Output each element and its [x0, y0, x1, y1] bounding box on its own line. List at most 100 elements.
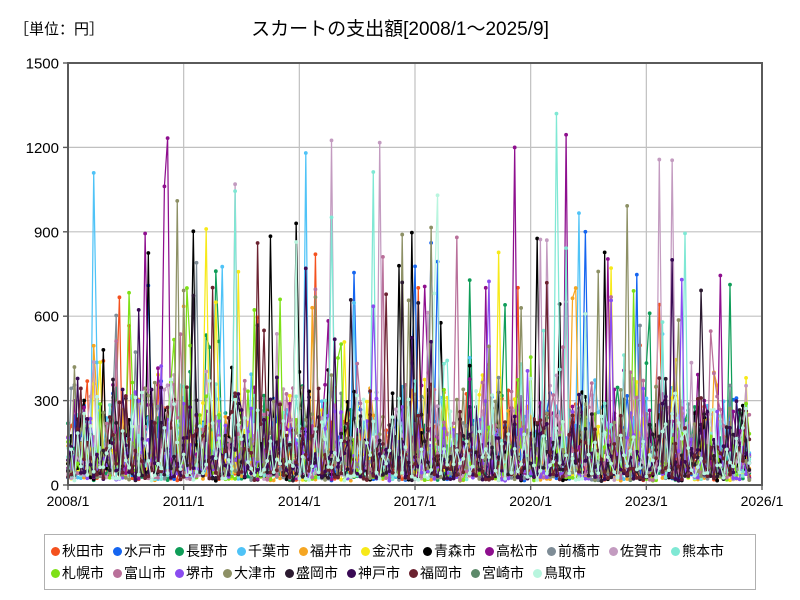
data-point — [204, 227, 209, 231]
data-point — [731, 470, 736, 475]
data-point — [747, 412, 752, 417]
legend-item[interactable]: 前橋市 — [547, 544, 600, 558]
data-point — [313, 287, 318, 292]
data-point — [358, 401, 363, 406]
legend-item[interactable]: 秋田市 — [51, 544, 104, 558]
data-point — [448, 409, 453, 414]
data-point — [162, 476, 167, 481]
data-point — [599, 478, 604, 483]
legend-item[interactable]: 長野市 — [175, 544, 228, 558]
data-point — [721, 444, 726, 449]
data-point — [107, 444, 112, 448]
data-point — [381, 254, 385, 259]
data-point — [724, 425, 729, 430]
legend-item[interactable]: 神戸市 — [347, 566, 400, 580]
legend-marker-icon — [347, 568, 356, 578]
x-tick-label: 2008/1 — [47, 493, 90, 509]
legend-item[interactable]: 高松市 — [485, 544, 538, 558]
data-point — [589, 471, 594, 476]
data-point — [467, 405, 472, 409]
legend-item[interactable]: 千葉市 — [237, 544, 290, 558]
data-point — [127, 470, 131, 474]
data-point — [339, 410, 344, 414]
data-point — [323, 477, 327, 482]
data-point — [194, 260, 199, 265]
data-point — [609, 461, 613, 466]
data-point — [625, 477, 630, 481]
legend-marker-icon — [223, 568, 232, 578]
legend-label: 佐賀市 — [620, 543, 662, 559]
legend-item[interactable]: 堺市 — [175, 566, 214, 580]
data-point — [255, 241, 260, 245]
data-point — [352, 416, 356, 421]
legend-item[interactable]: 金沢市 — [361, 544, 414, 558]
data-point — [454, 235, 459, 240]
data-point — [165, 471, 170, 476]
data-point — [442, 387, 446, 392]
legend-marker-icon — [671, 546, 680, 556]
legend-item[interactable]: 佐賀市 — [609, 544, 662, 558]
legend-item[interactable]: 宮崎市 — [471, 566, 524, 580]
data-point — [670, 258, 675, 262]
data-point — [278, 297, 282, 302]
data-point — [477, 392, 482, 397]
data-point — [535, 478, 540, 482]
data-point — [541, 475, 546, 480]
data-point — [188, 343, 193, 348]
data-point — [554, 373, 559, 378]
data-point — [271, 470, 276, 475]
data-point — [503, 476, 507, 481]
legend-item[interactable]: 盛岡市 — [285, 566, 338, 580]
data-point — [583, 229, 588, 234]
data-point — [451, 476, 456, 481]
data-point — [718, 463, 723, 468]
data-point — [705, 470, 710, 475]
legend-item[interactable]: 鳥取市 — [533, 566, 586, 580]
data-point — [422, 478, 427, 482]
data-point — [101, 475, 106, 480]
data-point — [123, 394, 128, 398]
data-point — [197, 424, 202, 429]
legend-item[interactable]: 青森市 — [423, 544, 476, 558]
data-point — [528, 355, 533, 360]
data-point — [104, 451, 109, 456]
data-point — [519, 306, 524, 310]
data-point — [236, 269, 241, 274]
data-point — [676, 318, 681, 322]
legend-item[interactable]: 大津市 — [223, 566, 276, 580]
data-point — [152, 380, 157, 385]
data-point — [136, 476, 141, 481]
data-point — [307, 477, 311, 482]
data-point — [737, 408, 742, 412]
data-point — [82, 398, 86, 403]
y-tick-label: 600 — [34, 309, 59, 326]
data-point — [207, 378, 212, 383]
legend-item[interactable]: 福井市 — [299, 544, 352, 558]
legend-item[interactable]: 札幌市 — [51, 566, 104, 580]
data-point — [695, 397, 700, 401]
data-point — [448, 467, 453, 472]
legend-item[interactable]: 富山市 — [113, 566, 166, 580]
data-point — [426, 476, 430, 481]
legend-item[interactable]: 熊本市 — [671, 544, 724, 558]
data-point — [188, 470, 193, 475]
data-point — [638, 323, 642, 328]
data-point — [384, 292, 389, 297]
data-point — [435, 474, 440, 479]
data-point — [204, 462, 209, 467]
data-point — [361, 397, 366, 402]
legend-item[interactable]: 福岡市 — [409, 566, 462, 580]
data-point — [339, 342, 344, 347]
data-point — [583, 458, 588, 463]
data-point — [721, 475, 726, 480]
data-point — [551, 459, 556, 464]
data-point — [483, 447, 488, 452]
legend-item[interactable]: 水戸市 — [113, 544, 166, 558]
data-point — [358, 414, 363, 419]
data-point — [641, 386, 646, 391]
data-point — [249, 466, 254, 471]
data-point — [172, 474, 176, 479]
x-axis: 2008/1 2011/1 2014/1 2017/1 2020/1 2023/1 2026… — [47, 485, 784, 509]
data-point — [152, 421, 157, 425]
data-point — [78, 386, 83, 391]
